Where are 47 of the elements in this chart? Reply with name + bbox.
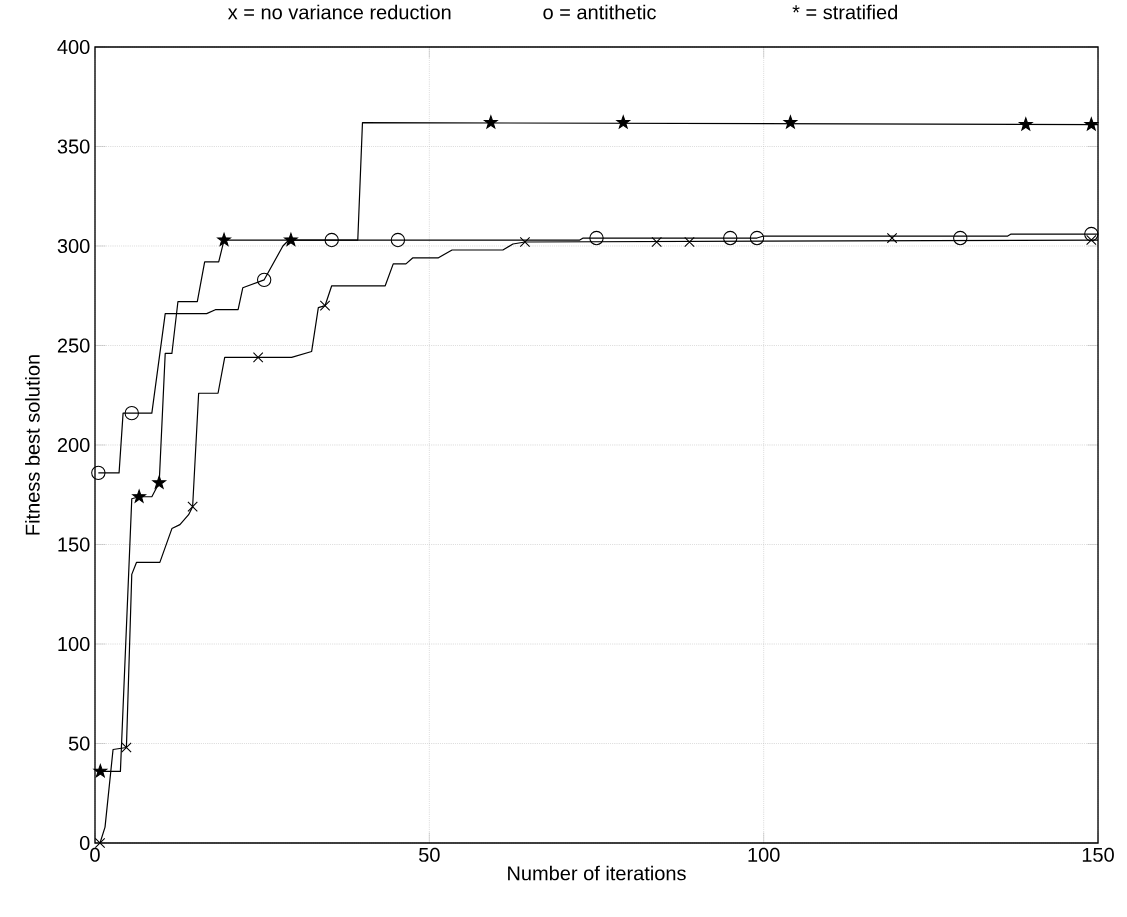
y-tick-label: 50 [68, 736, 90, 751]
point [519, 236, 531, 248]
point [187, 501, 198, 512]
y-tick-label: 300 [57, 238, 90, 254]
point [749, 230, 765, 246]
point [252, 352, 264, 363]
point [217, 232, 231, 246]
point [152, 475, 167, 489]
point [124, 405, 139, 421]
point [616, 115, 631, 129]
x-tick-label: 150 [1082, 847, 1114, 862]
point [684, 236, 695, 248]
point [94, 837, 106, 849]
y-tick-label: 0 [79, 835, 90, 851]
point [723, 230, 738, 246]
x-tick-label: 0 [90, 847, 100, 862]
y-axis-title: Fitness best solution [25, 355, 40, 535]
text: * = stratified [792, 4, 898, 20]
y-tick-label: 350 [57, 139, 90, 154]
point [319, 300, 331, 311]
point [1084, 117, 1099, 131]
x-tick-label: 50 [419, 847, 440, 862]
y-tick-label: 400 [57, 39, 90, 55]
point [1018, 117, 1033, 131]
x-axis-title: Number of iterations [508, 865, 686, 881]
point [886, 232, 898, 244]
point [132, 489, 147, 503]
point [953, 230, 968, 246]
y-tick-label: 200 [57, 437, 90, 453]
point [284, 232, 298, 246]
text: x = no variance reduction [227, 4, 451, 20]
point [324, 232, 339, 248]
point [256, 272, 272, 288]
point [390, 232, 406, 248]
point [589, 230, 604, 246]
point [651, 236, 662, 248]
point [1086, 234, 1097, 246]
point [483, 115, 498, 129]
y-tick-label: 250 [57, 338, 90, 353]
y-tick-label: 150 [58, 537, 90, 552]
y-tick-label: 100 [58, 636, 90, 652]
x-tick-label: 100 [748, 847, 780, 862]
point [91, 465, 106, 481]
point [783, 115, 798, 129]
text: o = antithetic [543, 4, 656, 20]
point [93, 764, 108, 778]
point [121, 742, 132, 753]
